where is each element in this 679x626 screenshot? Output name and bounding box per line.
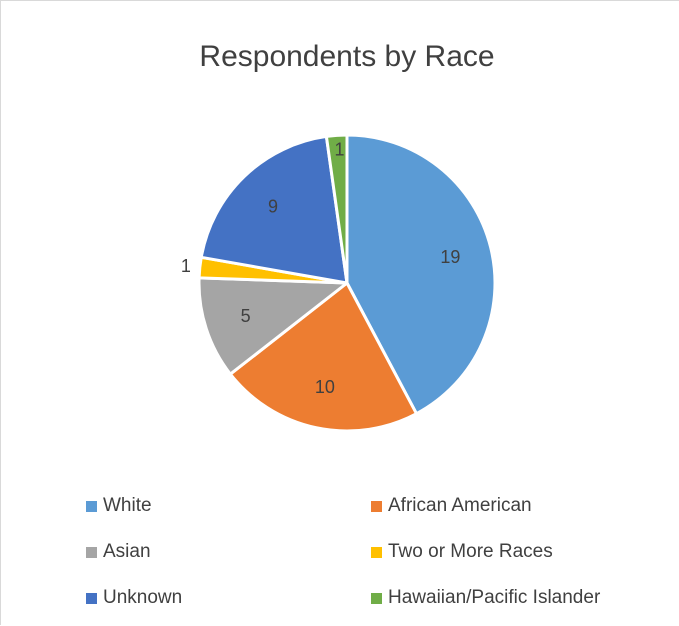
pie-slice-white	[345, 133, 497, 416]
legend-swatch	[371, 500, 382, 512]
legend-item-two-or-more-races: Two or More Races	[371, 537, 553, 567]
legend-item-asian: Asian	[86, 537, 151, 567]
legend-label: Unknown	[103, 587, 183, 608]
legend-swatch	[371, 546, 382, 558]
data-label-two-or-more-races: 1	[181, 256, 191, 276]
legend-label: White	[103, 495, 152, 516]
legend-swatch	[371, 592, 382, 604]
legend-swatch	[86, 592, 97, 604]
data-label-white: 19	[440, 247, 460, 267]
legend-item-white: White	[86, 491, 152, 521]
data-label-african-american: 10	[315, 377, 335, 397]
legend-item-african-american: African American	[371, 491, 532, 521]
data-label-asian: 5	[241, 306, 251, 326]
pie-slice-african-american	[228, 281, 418, 433]
data-label-hawaiian-pacific-islander: 1	[335, 139, 345, 159]
legend-swatch	[86, 500, 97, 512]
pie-slice-unknown	[199, 134, 349, 285]
legend-label: Asian	[103, 541, 151, 562]
data-label-unknown: 9	[268, 196, 278, 216]
pie-slice-asian	[197, 276, 349, 376]
pie-slice-hawaiian-pacific-islander	[324, 133, 349, 285]
legend-label: Two or More Races	[388, 541, 553, 562]
legend-swatch	[86, 546, 97, 558]
legend-label: Hawaiian/Pacific Islander	[388, 587, 601, 608]
chart-title: Respondents by Race	[199, 40, 495, 73]
legend-item-hawaiian-pacific-islander: Hawaiian/Pacific Islander	[371, 583, 600, 613]
legend-label: African American	[388, 495, 532, 516]
legend-item-unknown: Unknown	[86, 583, 182, 613]
